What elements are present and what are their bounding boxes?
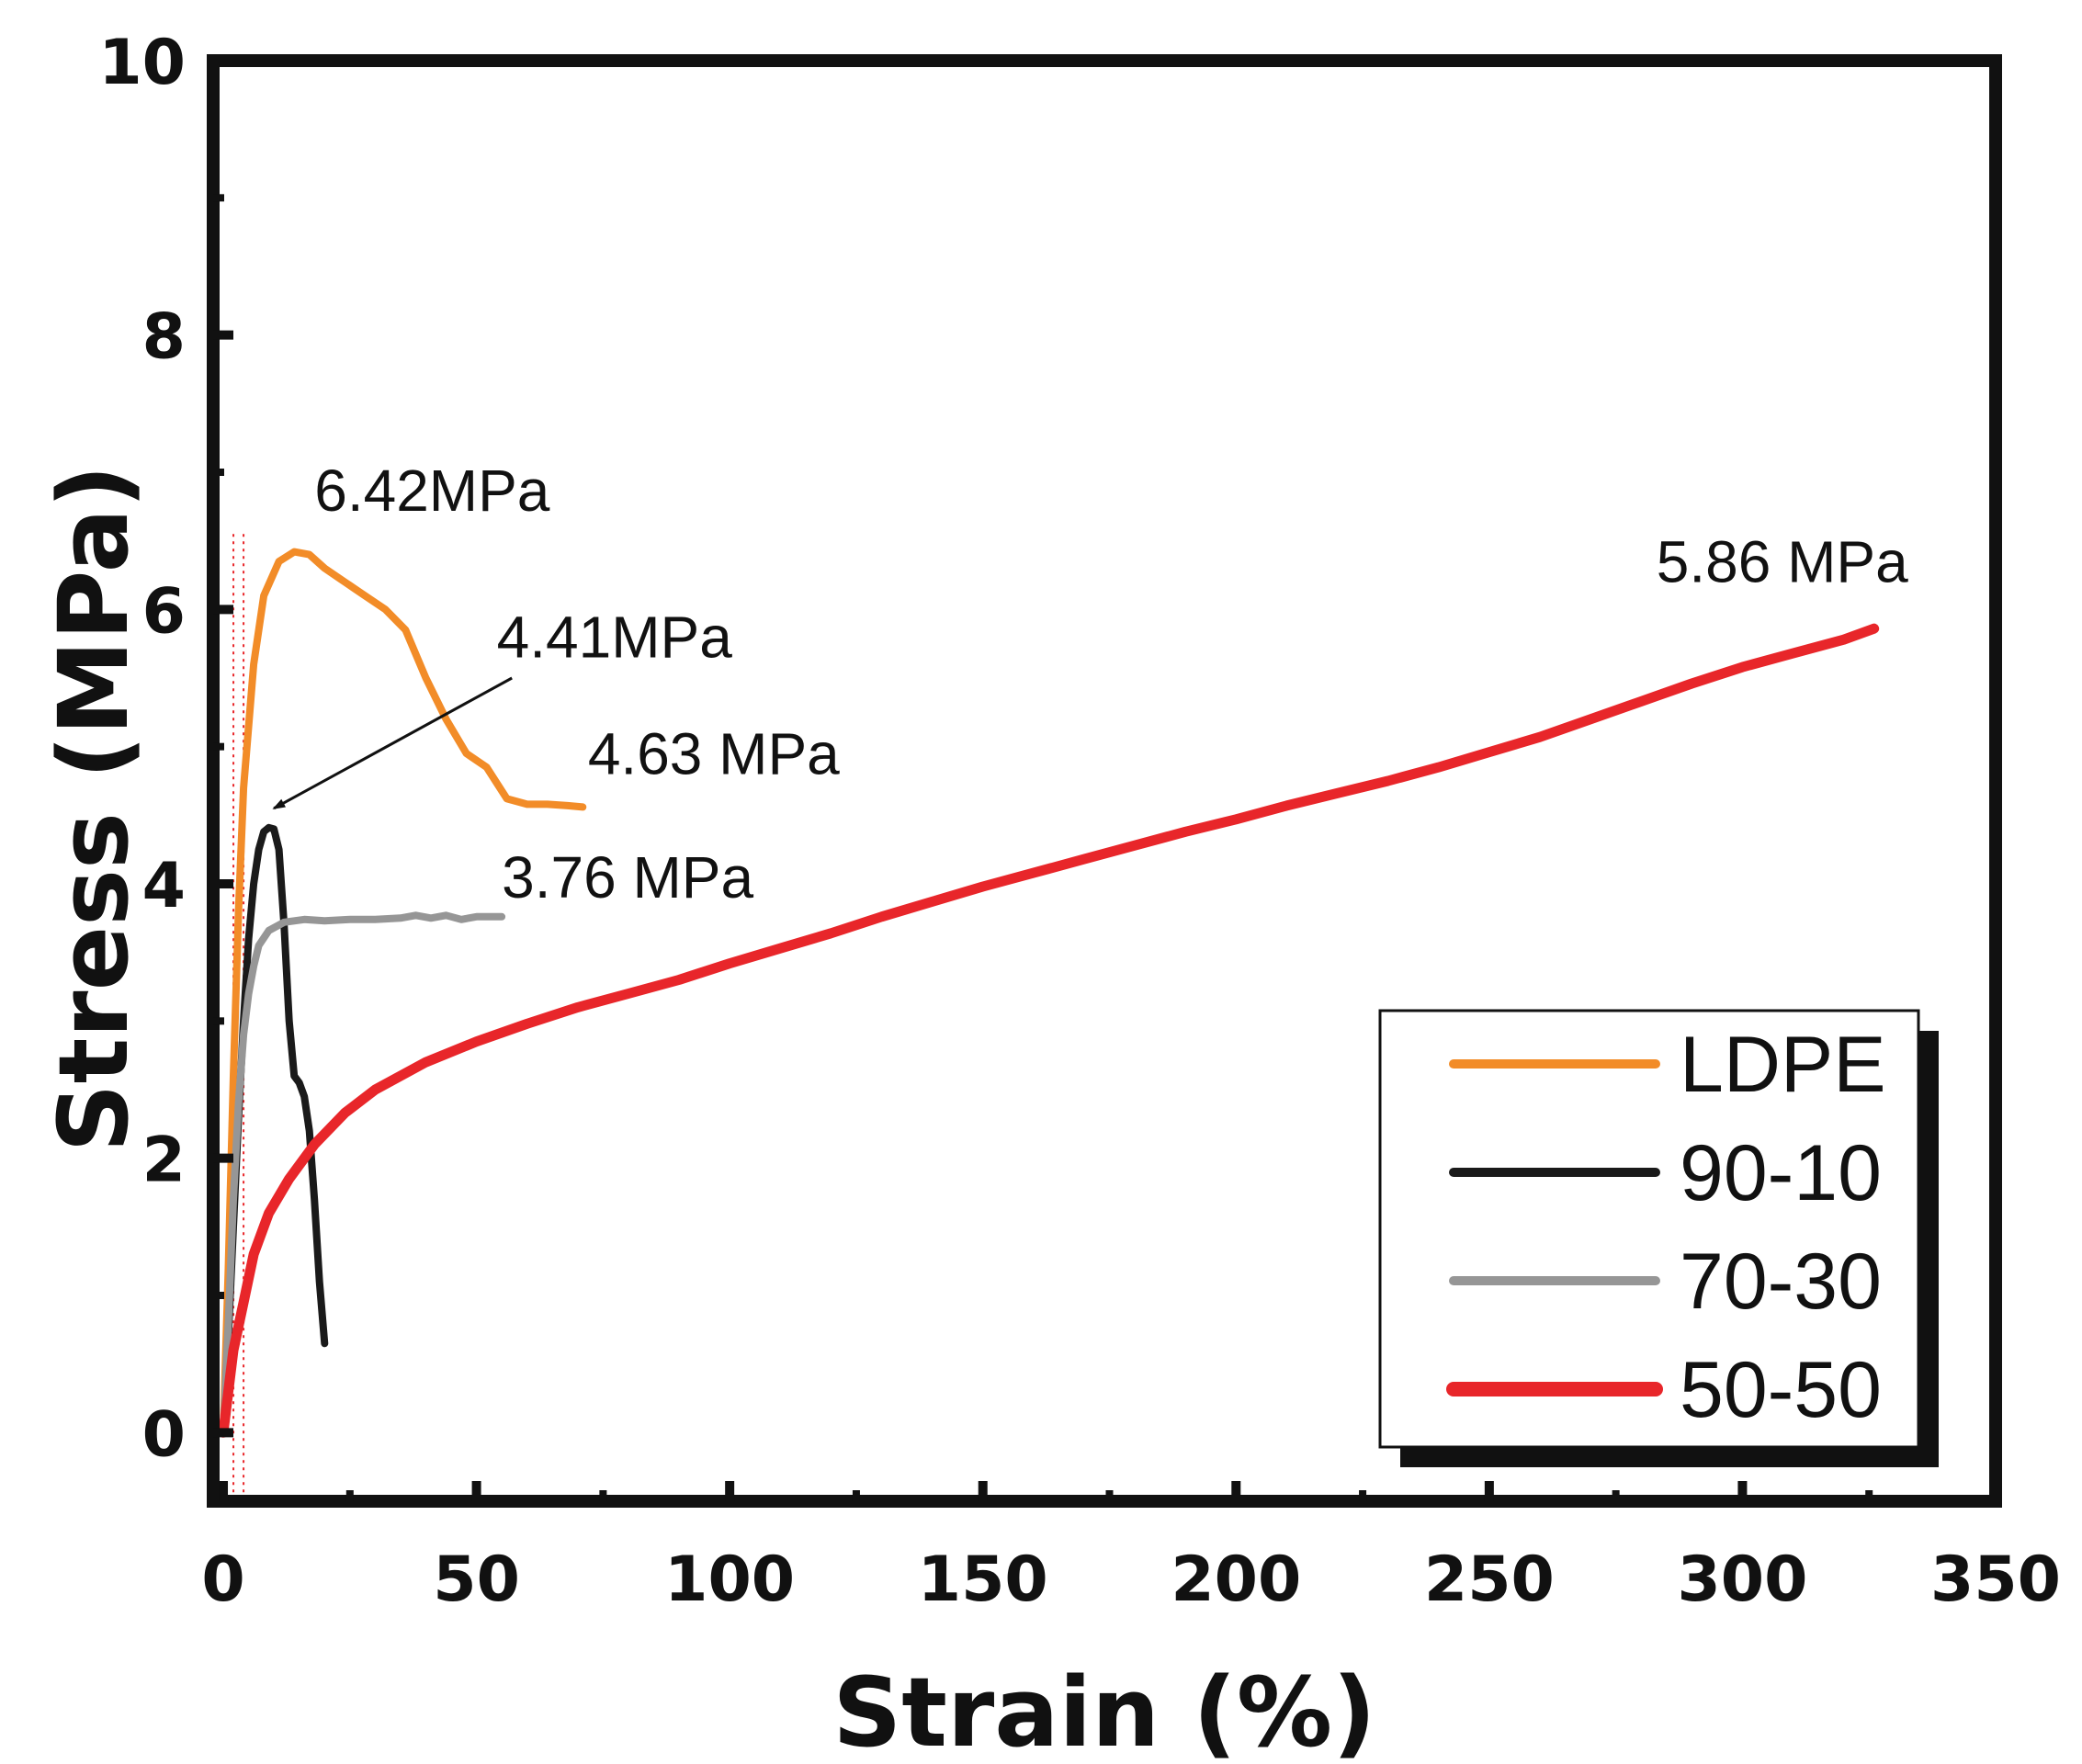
peak-annotation: 4.41MPa [497, 605, 733, 671]
series-line-LDPE [220, 548, 587, 1437]
peak-annotation: 4.63 MPa [588, 721, 840, 787]
y-tick-label: 2 [142, 1125, 186, 1197]
legend-label: LDPE [1680, 1021, 1886, 1109]
y-axis-title: Stress (MPa) [38, 465, 150, 1153]
y-tick-label: 8 [142, 301, 186, 374]
series-line-50-50 [218, 623, 1880, 1438]
x-tick-label: 300 [1677, 1544, 1807, 1616]
legend-label: 50-50 [1680, 1346, 1882, 1434]
tick-labels-layer: 0 50 100 150 200 250 300 350 0 2 4 6 8 10 [98, 27, 2061, 1616]
y-tick-label: 4 [142, 850, 186, 922]
legend-box [1378, 1009, 1920, 1449]
y-tick-label: 0 [142, 1398, 186, 1471]
legend-label: 90-10 [1680, 1129, 1882, 1217]
peak-annotation: 6.42MPa [314, 458, 550, 524]
series-line-70-30 [220, 911, 506, 1437]
x-tick-label: 250 [1424, 1544, 1555, 1616]
annotation-layer: 6.42MPa 4.41MPa 4.63 MPa 3.76 MPa 5.86 MPa [272, 458, 1908, 910]
plot-frame [207, 54, 2002, 1508]
legend: LDPE 90-10 70-30 50-50 [1378, 1009, 1939, 1467]
peak-annotation: 5.86 MPa [1657, 528, 1908, 594]
series-layer [218, 548, 1880, 1438]
y-tick-label: 10 [98, 27, 186, 99]
x-tick-label: 100 [664, 1544, 795, 1616]
x-tick-label: 150 [918, 1544, 1048, 1616]
x-tick-label: 0 [201, 1544, 244, 1616]
x-tick-label: 350 [1930, 1544, 2061, 1616]
legend-label: 70-30 [1680, 1238, 1882, 1326]
x-axis-title: Strain (%) [832, 1657, 1375, 1764]
peak-annotation: 3.76 MPa [502, 844, 753, 910]
y-tick-label: 6 [142, 575, 186, 648]
annotation-arrow [272, 676, 513, 810]
x-tick-label: 50 [433, 1544, 520, 1616]
x-tick-label: 200 [1171, 1544, 1301, 1616]
ticks-layer [213, 56, 2000, 1501]
